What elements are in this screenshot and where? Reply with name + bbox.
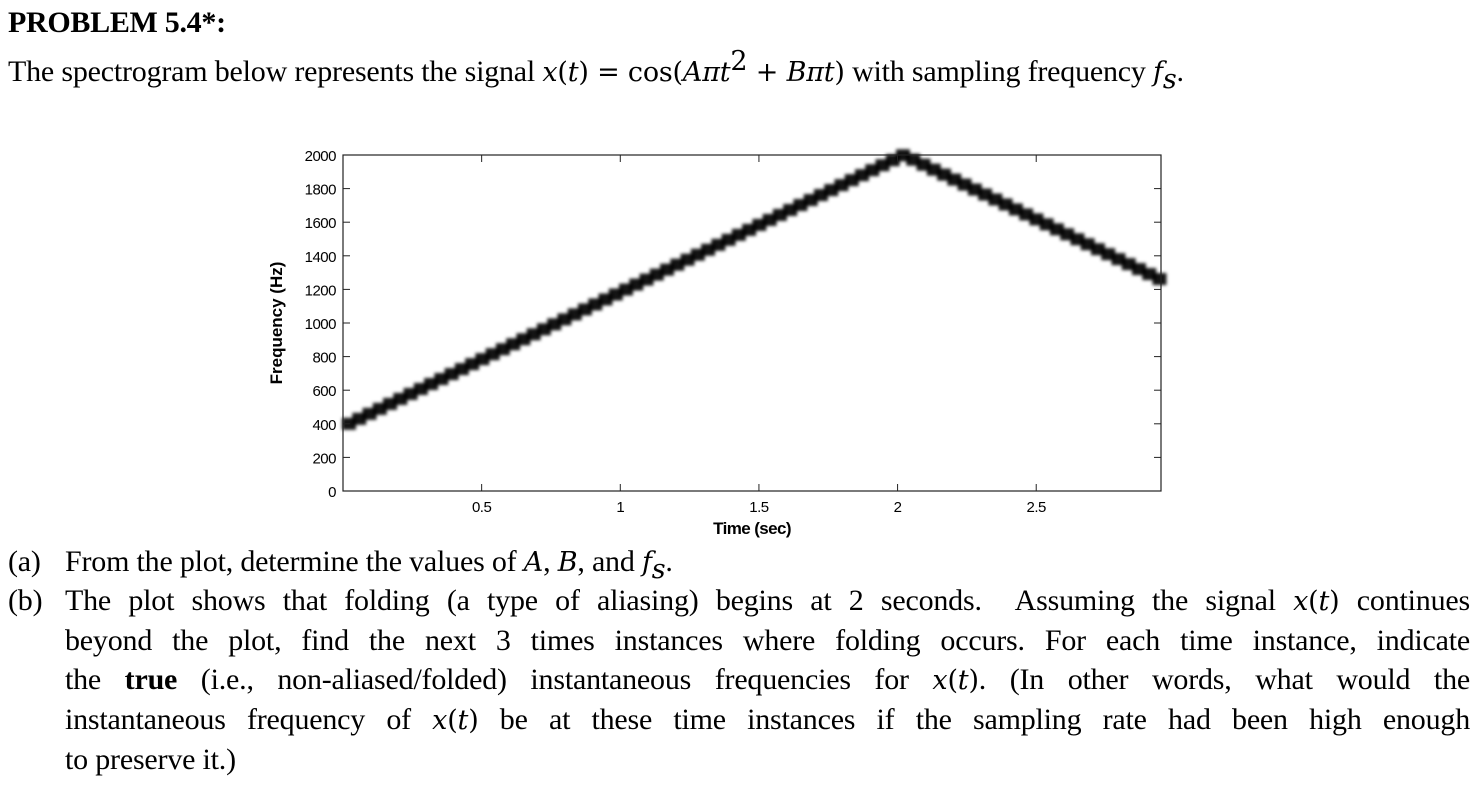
intro-prefix: The spectrogram below represents the sig… [8,55,543,88]
y-tick-label: 1600 [305,215,337,232]
question-b-line-5: to preserve it.) [65,743,236,776]
y-tick-label: 1400 [305,249,337,266]
y-axis-ticks: 0 200 400 600 800 1000 1200 1400 1600 1800 2000 [305,148,1161,501]
intro-suffix: with sampling frequency [844,55,1154,88]
y-tick-label: 200 [312,450,336,467]
y-tick-label: 600 [312,383,336,400]
y-tick-label: 2000 [305,148,337,165]
y-tick-label: 0 [328,484,336,501]
plot-axes-frame [342,154,1162,492]
question-a-text: From the plot, determine the values of A… [65,545,673,585]
y-tick-label: 1800 [305,182,337,199]
y-axis-label: Frequency (Hz) [267,262,286,385]
spectrogram-chart: 0 200 400 600 800 1000 1200 1400 1600 1800 2000 0.… [267,148,1167,538]
question-b-line-4: instantaneous frequency of x(t) be at th… [65,703,1470,736]
spectrogram-figure: 0 200 400 600 800 1000 1200 1400 1600 1800 2000 0.… [250,140,1180,540]
spectrogram-ridge [342,149,1167,430]
x-tick-label: 1 [616,499,624,516]
problem-intro: The spectrogram below represents the sig… [8,46,1184,95]
x-tick-label: 1.5 [749,499,769,516]
x-tick-label: 2.5 [1027,499,1047,516]
sampling-frequency-symbol: fs [1153,57,1177,95]
problem-title: PROBLEM 5.4*: [8,6,226,39]
x-tick-label: 0.5 [472,499,492,516]
x-axis-ticks: 0.5 1 1.5 2 2.5 [472,155,1047,516]
question-b-text: The plot shows that folding (a type of a… [65,581,1470,779]
y-tick-label: 800 [312,350,336,367]
question-b-line-3: the true (i.e., non-aliased/folded) inst… [65,663,1470,696]
question-b-line-1: The plot shows that folding (a type of a… [65,584,1470,617]
y-tick-label: 1200 [305,282,337,299]
y-tick-label: 1000 [305,316,337,333]
question-b-label: (b) [8,584,43,617]
signal-formula: x(t) = cos(Aπt2 + Bπt) [542,46,845,88]
x-axis-label: Time (sec) [713,519,791,538]
question-a-label: (a) [8,545,41,578]
question-b-line-2: beyond the plot, find the next 3 times i… [65,624,1470,657]
x-tick-label: 2 [894,499,902,516]
y-tick-label: 400 [312,417,336,434]
